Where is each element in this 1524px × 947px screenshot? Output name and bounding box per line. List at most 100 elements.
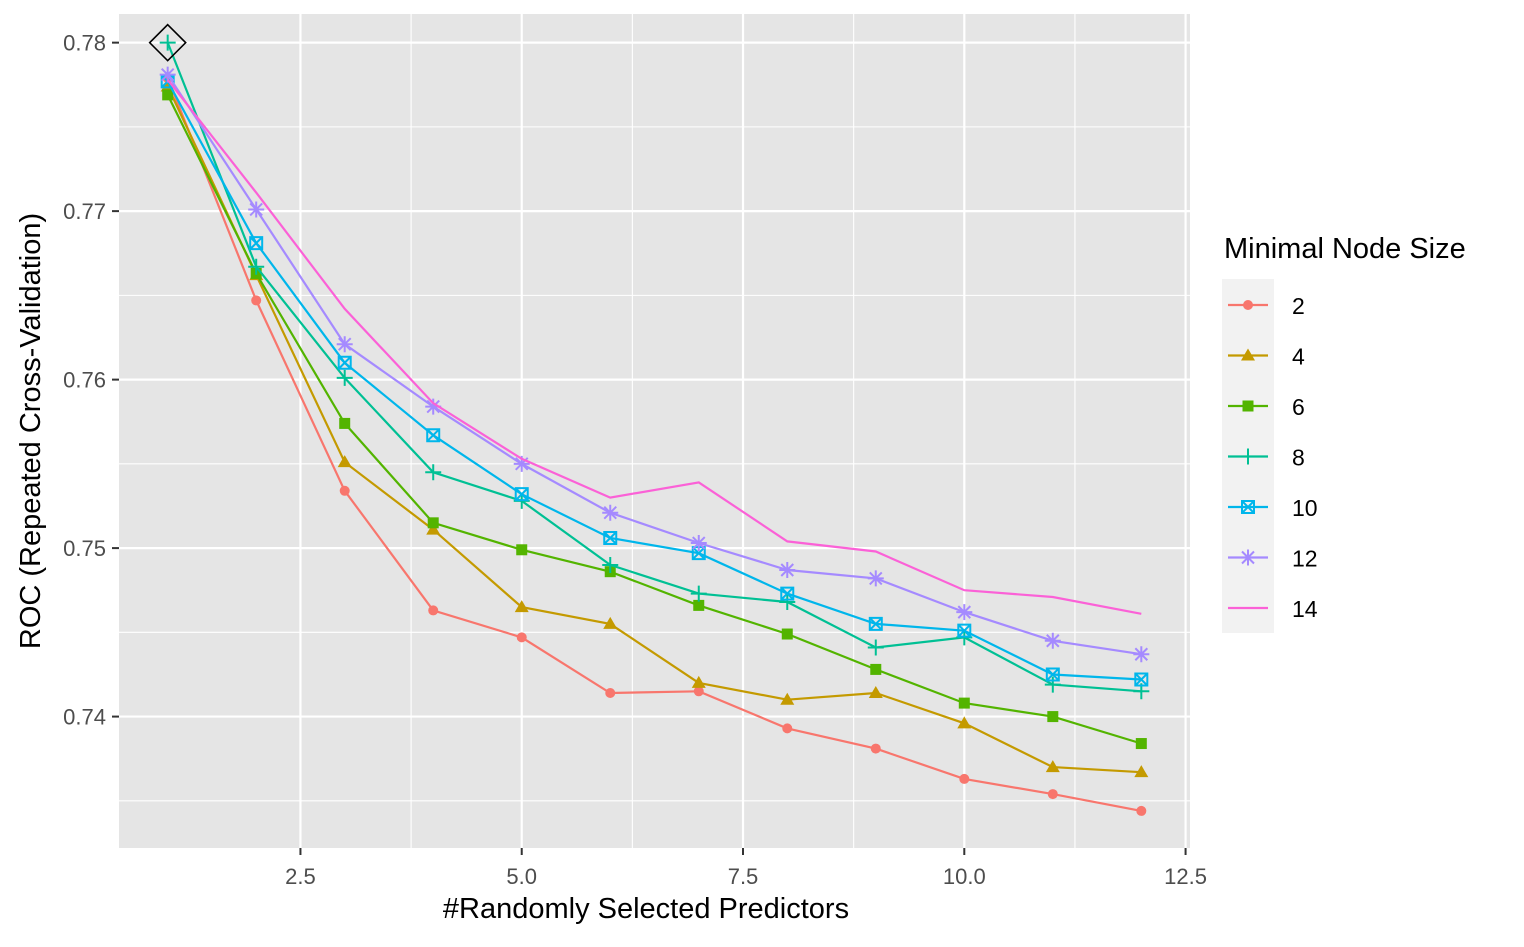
data-point — [691, 546, 706, 561]
legend-item-6: 6 — [1228, 394, 1305, 420]
legend-item-2: 2 — [1228, 293, 1305, 319]
data-point — [959, 773, 970, 784]
legend-key-marker — [1243, 300, 1253, 310]
series-14 — [166, 79, 1142, 615]
data-point — [779, 562, 796, 578]
series-line-8 — [166, 42, 1142, 693]
x-axis: 2.5 5.0 7.5 10.0 12.5 — [285, 848, 1207, 889]
data-point — [428, 605, 439, 616]
best-point-diamond — [148, 23, 187, 62]
data-point — [1134, 765, 1149, 778]
series-4 — [160, 79, 1149, 778]
series-line-10 — [166, 80, 1142, 681]
legend-item-14: 14 — [1228, 596, 1318, 622]
data-point — [870, 663, 882, 675]
data-point — [605, 687, 616, 698]
y-tick-label: 0.77 — [63, 199, 106, 224]
legend-key-marker — [1240, 549, 1256, 566]
legend-key-marker — [1242, 400, 1254, 412]
data-point — [339, 485, 350, 496]
data-point — [336, 369, 353, 386]
data-point — [337, 355, 352, 370]
legend-label: 8 — [1292, 445, 1305, 471]
data-point — [779, 594, 796, 611]
data-point — [514, 600, 529, 613]
y-axis-title: ROC (Repeated Cross-Validation) — [15, 213, 47, 649]
data-point — [514, 487, 529, 502]
data-point — [425, 464, 442, 481]
legend-key-marker — [1241, 348, 1255, 361]
plot-background — [119, 14, 1190, 848]
data-point — [958, 697, 970, 709]
series-line-6 — [166, 94, 1142, 745]
data-point — [1134, 672, 1149, 687]
data-point — [1044, 676, 1061, 693]
data-point — [781, 628, 793, 640]
data-point — [957, 716, 972, 729]
legend-label: 2 — [1292, 293, 1305, 319]
data-point — [867, 570, 884, 587]
data-point — [603, 616, 618, 629]
data-point — [868, 616, 883, 631]
x-tick-label: 12.5 — [1164, 864, 1207, 889]
legend-label: 10 — [1292, 495, 1318, 521]
x-tick-label: 10.0 — [943, 864, 986, 889]
data-point — [870, 743, 881, 754]
data-point — [693, 686, 704, 697]
data-point — [690, 585, 707, 602]
data-point — [516, 544, 528, 556]
data-point — [1047, 711, 1059, 723]
legend-label: 14 — [1292, 596, 1318, 622]
legend-item-12: 12 — [1228, 546, 1318, 572]
legend-item-8: 8 — [1228, 445, 1305, 471]
data-point — [1045, 760, 1060, 773]
data-point — [603, 530, 618, 545]
legend-items: 2 4 6 8 10 12 14 — [1228, 293, 1318, 622]
legend-title: Minimal Node Size — [1224, 233, 1466, 265]
series-12 — [159, 66, 1150, 663]
data-point — [162, 89, 174, 101]
data-point — [1044, 632, 1061, 649]
x-axis-title: #Randomly Selected Predictors — [443, 893, 849, 925]
data-point — [602, 504, 619, 521]
data-point — [867, 639, 884, 656]
legend-label: 12 — [1292, 546, 1318, 572]
data-point — [956, 604, 973, 621]
series-2 — [162, 73, 1147, 816]
series-6 — [162, 89, 1147, 750]
data-point — [693, 599, 705, 611]
data-point — [249, 236, 264, 251]
series-line-2 — [166, 77, 1142, 812]
data-point — [957, 623, 972, 638]
legend: Minimal Node Size 2 4 6 8 10 12 14 — [1222, 233, 1466, 633]
data-point — [1047, 789, 1058, 800]
data-point — [426, 428, 441, 443]
data-point — [425, 398, 442, 415]
legend-label: 6 — [1292, 394, 1305, 420]
data-point — [516, 632, 527, 643]
data-point — [868, 685, 883, 698]
x-tick-label: 7.5 — [728, 864, 759, 889]
data-point — [782, 723, 793, 734]
data-point — [251, 295, 262, 306]
data-point — [513, 455, 530, 472]
data-point — [427, 517, 439, 529]
data-point — [339, 417, 351, 429]
legend-key-marker — [1240, 448, 1256, 465]
data-point — [1045, 667, 1060, 682]
y-tick-label: 0.78 — [63, 31, 106, 56]
data-point — [602, 556, 619, 573]
data-point — [336, 336, 353, 353]
grid — [119, 14, 1190, 848]
legend-item-10: 10 — [1228, 495, 1318, 521]
series-line-4 — [166, 85, 1142, 774]
series-layer — [148, 23, 1150, 816]
legend-label: 4 — [1292, 344, 1305, 370]
y-tick-label: 0.76 — [63, 368, 106, 393]
data-point — [690, 535, 707, 552]
data-point — [248, 201, 265, 218]
data-point — [1135, 738, 1147, 750]
data-point — [1136, 805, 1147, 816]
